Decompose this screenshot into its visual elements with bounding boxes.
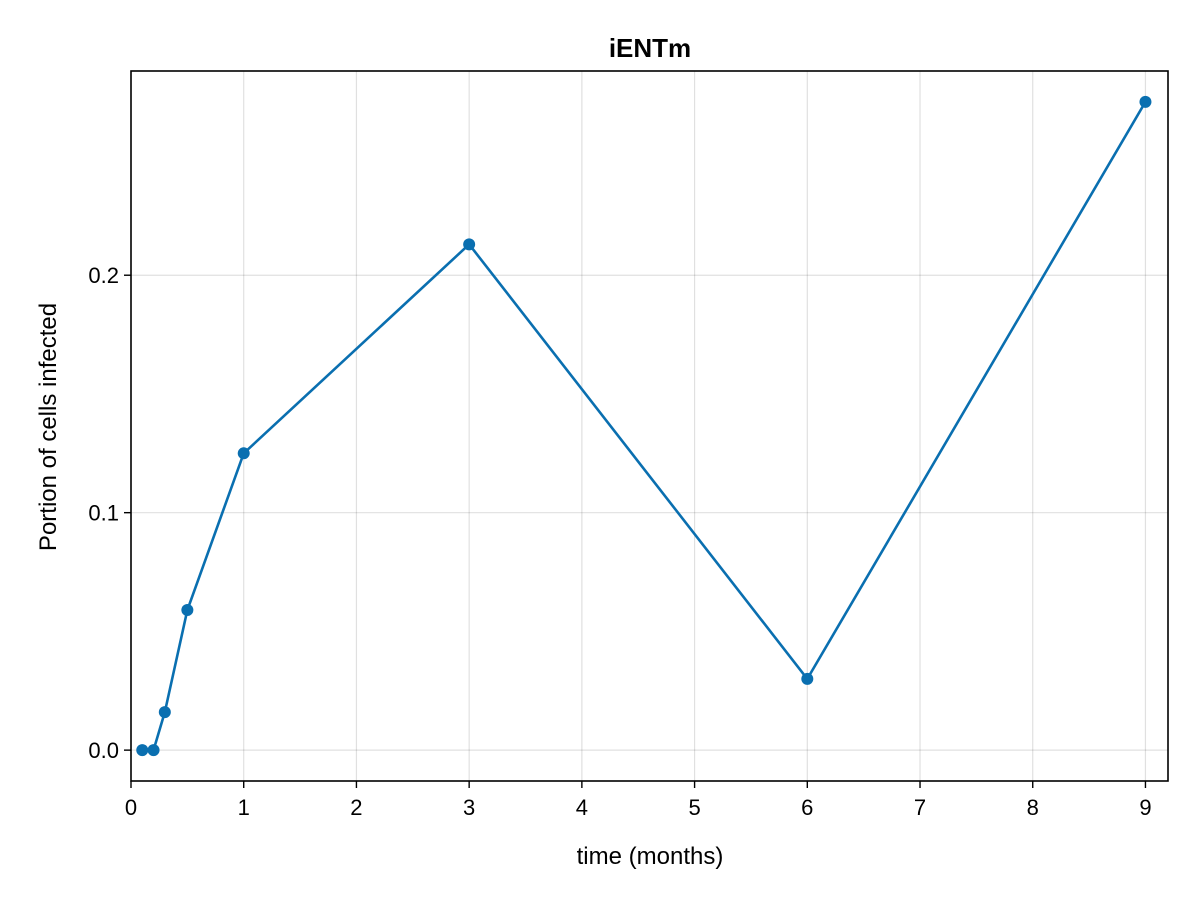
x-tick-label: 2: [350, 795, 362, 820]
y-tick-label: 0.1: [88, 501, 119, 526]
data-point: [801, 672, 814, 685]
data-point: [158, 706, 171, 719]
data-point: [463, 238, 476, 251]
gridlines: [130, 71, 1168, 781]
x-tick-label: 0: [125, 795, 137, 820]
data-point: [147, 744, 160, 757]
chart-title: iENTm: [609, 33, 691, 63]
series-line: [142, 101, 1147, 752]
x-tick-label: 9: [1139, 795, 1151, 820]
x-tick-label: 8: [1027, 795, 1039, 820]
x-axis-ticks: 0 1 2 3 4 5 6 7 8 9: [125, 781, 1152, 820]
y-tick-label: 0.0: [88, 738, 119, 763]
x-tick-label: 3: [463, 795, 475, 820]
data-point: [1139, 95, 1152, 108]
data-point: [237, 447, 250, 460]
y-axis-label: Portion of cells infected: [35, 303, 62, 551]
series-layer: [136, 95, 1152, 757]
data-point: [181, 604, 194, 617]
data-point: [136, 744, 149, 757]
x-axis-label: time (months): [577, 843, 724, 870]
x-tick-label: 7: [914, 795, 926, 820]
plot-frame: [130, 70, 1169, 782]
x-tick-label: 4: [576, 795, 588, 820]
y-axis-ticks: 0.0 0.1 0.2: [88, 263, 131, 763]
x-tick-label: 5: [688, 795, 700, 820]
x-tick-label: 1: [238, 795, 250, 820]
y-tick-label: 0.2: [88, 263, 119, 288]
x-tick-label: 6: [801, 795, 813, 820]
